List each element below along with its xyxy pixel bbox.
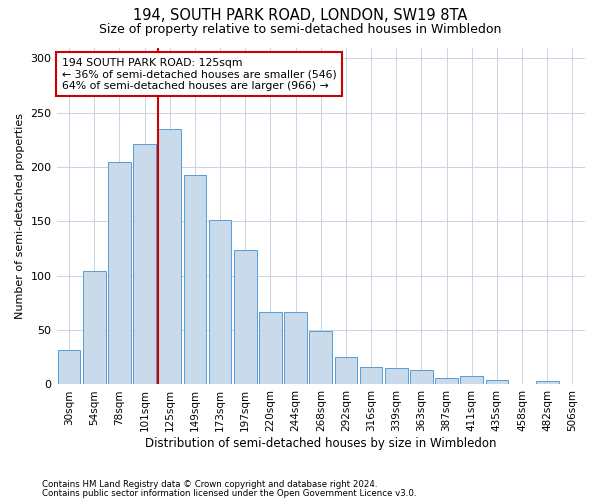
- Bar: [133, 144, 156, 384]
- Bar: [184, 174, 206, 384]
- Bar: [158, 129, 181, 384]
- Bar: [234, 250, 257, 384]
- Y-axis label: Number of semi-detached properties: Number of semi-detached properties: [15, 113, 25, 319]
- Text: 194, SOUTH PARK ROAD, LONDON, SW19 8TA: 194, SOUTH PARK ROAD, LONDON, SW19 8TA: [133, 8, 467, 22]
- Bar: [335, 358, 357, 384]
- Bar: [536, 381, 559, 384]
- Bar: [259, 312, 282, 384]
- Bar: [83, 272, 106, 384]
- Text: Size of property relative to semi-detached houses in Wimbledon: Size of property relative to semi-detach…: [99, 22, 501, 36]
- Bar: [460, 376, 483, 384]
- Bar: [410, 370, 433, 384]
- Bar: [108, 162, 131, 384]
- Text: Contains HM Land Registry data © Crown copyright and database right 2024.: Contains HM Land Registry data © Crown c…: [42, 480, 377, 489]
- Bar: [485, 380, 508, 384]
- Bar: [385, 368, 407, 384]
- Bar: [284, 312, 307, 384]
- Text: 194 SOUTH PARK ROAD: 125sqm
← 36% of semi-detached houses are smaller (546)
64% : 194 SOUTH PARK ROAD: 125sqm ← 36% of sem…: [62, 58, 337, 91]
- Bar: [310, 331, 332, 384]
- Bar: [58, 350, 80, 384]
- Bar: [360, 367, 382, 384]
- Bar: [209, 220, 232, 384]
- Bar: [435, 378, 458, 384]
- Text: Contains public sector information licensed under the Open Government Licence v3: Contains public sector information licen…: [42, 490, 416, 498]
- X-axis label: Distribution of semi-detached houses by size in Wimbledon: Distribution of semi-detached houses by …: [145, 437, 497, 450]
